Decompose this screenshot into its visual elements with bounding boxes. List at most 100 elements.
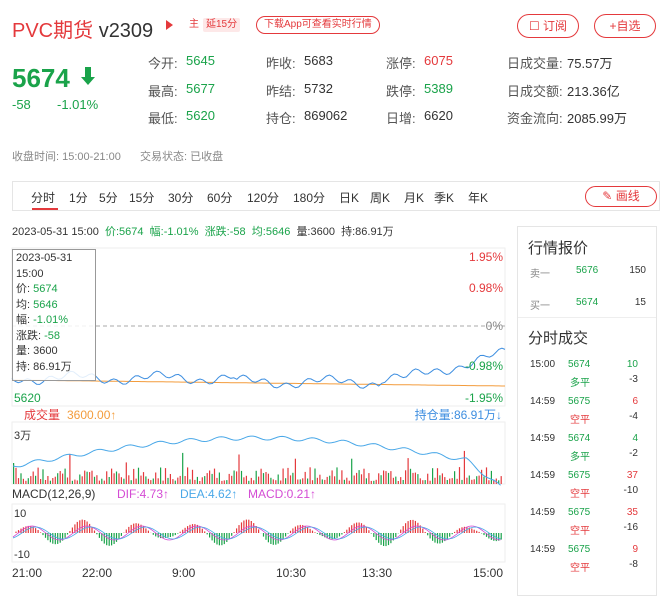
macd-bar — [434, 533, 436, 543]
macd-bar — [356, 522, 358, 533]
close-time: 收盘时间: 15:00-21:00 — [12, 148, 121, 164]
trade-time: 15:00 — [530, 359, 556, 370]
volume-bar — [280, 480, 282, 484]
tab-period[interactable]: 年K — [468, 191, 489, 205]
arrow-down-icon — [81, 67, 95, 85]
volume-bar — [395, 476, 397, 484]
volume-bar — [392, 477, 394, 484]
macd-bar — [172, 533, 174, 537]
macd-bar — [191, 524, 194, 533]
volume-bar — [157, 478, 159, 484]
average-price-line — [12, 379, 505, 387]
volume-bar — [292, 472, 294, 484]
volume-bar — [169, 474, 171, 484]
volume-bar — [378, 473, 380, 484]
volume-bar — [79, 474, 81, 484]
macd-bar — [93, 530, 96, 533]
macd-bar — [395, 533, 397, 537]
macd-bar — [451, 533, 453, 535]
pct-low1-label: -0.98% — [465, 359, 503, 373]
info-vol: 量:3600 — [296, 226, 335, 238]
volume-bar — [226, 480, 228, 484]
volume-bar — [275, 480, 277, 484]
volume-bar — [351, 458, 353, 484]
macd-bar — [228, 533, 230, 540]
trade-price: 5675 — [568, 507, 591, 518]
price-change: -58 — [12, 97, 31, 112]
volume-bar — [160, 467, 162, 484]
tab-period[interactable]: 120分 — [247, 191, 280, 205]
volume-bar — [346, 477, 348, 484]
volume-bar — [299, 479, 301, 484]
tab-period[interactable]: 季K — [434, 191, 455, 205]
macd-bar — [280, 533, 282, 542]
macd-bar — [375, 533, 377, 541]
macd-bar — [209, 533, 211, 538]
tab-period[interactable]: 5分 — [99, 191, 118, 205]
volume-bar — [113, 473, 115, 484]
volume-bar — [468, 475, 470, 484]
volume-bar — [277, 474, 279, 484]
tab-period[interactable]: 60分 — [207, 191, 233, 205]
add-watchlist-button[interactable]: +自选 — [594, 14, 656, 38]
volume-bar — [74, 479, 76, 484]
trade-time: 14:59 — [530, 433, 556, 444]
macd-bar — [407, 521, 409, 533]
macd-bar — [311, 530, 314, 533]
volume-bar — [108, 477, 110, 484]
macd-bar — [59, 533, 61, 543]
subscribe-button[interactable]: ☐ 订阅 — [517, 14, 579, 38]
pct-mid-label: 0.98% — [469, 281, 503, 295]
macd-bar — [40, 532, 42, 533]
volume-bar — [316, 477, 318, 484]
macd-bar — [500, 533, 502, 540]
macd-bar — [142, 526, 145, 533]
intraday-chart[interactable]: 1.95% 0.98% 0% -0.98% -1.95% 5620 成交量 36… — [0, 240, 515, 585]
tab-period[interactable]: 分时 — [31, 191, 56, 205]
tab-period[interactable]: 月K — [404, 191, 425, 205]
volume-bar — [253, 480, 255, 484]
macd-value-label: MACD:0.21↑ — [248, 487, 316, 501]
tab-period[interactable]: 30分 — [168, 191, 194, 205]
download-app-button[interactable]: 下载App可查看实时行情 — [256, 16, 380, 34]
macd-bar — [49, 533, 51, 543]
volume-bar — [206, 473, 208, 484]
volume-bar — [118, 473, 120, 484]
macd-bar — [380, 533, 382, 545]
tooltip-amp: 幅: -1.01% — [16, 314, 68, 326]
macd-bar — [91, 527, 93, 533]
trade-oi-change: -8 — [629, 559, 638, 570]
macd-bar — [449, 533, 451, 537]
tab-period[interactable]: 15分 — [129, 191, 155, 205]
stat-label: 资金流向: — [507, 111, 563, 126]
macd-bar — [221, 533, 223, 546]
trade-price: 5675 — [568, 544, 591, 555]
volume-bar — [390, 471, 392, 484]
tab-period[interactable]: 日K — [339, 191, 360, 205]
tooltip-time: 15:00 — [16, 267, 44, 280]
stat-value: 5645 — [186, 53, 215, 68]
macd-bar — [402, 526, 404, 533]
volume-bar — [57, 473, 59, 484]
trade-qty: 10 — [626, 359, 638, 370]
macd-bar — [319, 533, 321, 536]
orderbook-price: 5676 — [576, 265, 599, 276]
volume-bar — [407, 458, 409, 484]
tab-period[interactable]: 180分 — [293, 191, 326, 205]
play-icon[interactable] — [166, 20, 173, 30]
orderbook-side: 卖一 — [530, 269, 550, 280]
volume-bar — [35, 475, 37, 484]
macd-bar — [299, 524, 301, 533]
volume-bar — [155, 472, 157, 484]
macd-bar — [358, 522, 360, 533]
tab-period[interactable]: 周K — [370, 191, 391, 205]
volume-bar — [436, 468, 439, 484]
draw-line-button[interactable]: ✎ 画线 — [585, 186, 657, 207]
tab-period[interactable]: 1分 — [69, 191, 88, 205]
macd-bar — [169, 533, 171, 537]
volume-bar — [91, 470, 93, 484]
tooltip-hold: 持: 86.91万 — [16, 360, 72, 373]
macd-bar — [292, 528, 294, 533]
macd-bar — [458, 528, 461, 533]
volume-bar — [304, 471, 306, 484]
